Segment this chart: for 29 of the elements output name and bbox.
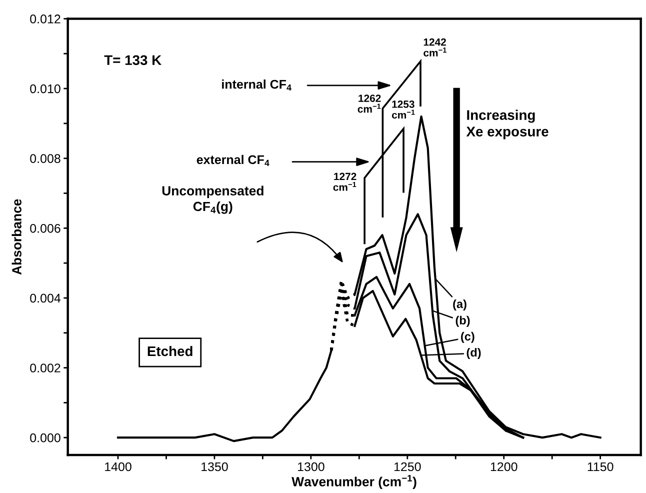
x-tick-label: 1400 [105,462,132,472]
x-tick-label: 1300 [298,462,324,472]
y-tick-label: 0.012 [30,14,60,24]
y-axis-title: Absorbance [12,199,22,275]
legend-label: (d) [466,348,481,359]
annotation: 1242 cm$^{−1}$ [424,38,446,57]
annotation: Etched [148,346,192,356]
annotation: Uncompensated CF$_{4}$(g) [162,186,264,214]
y-tick-label: 0.010 [30,84,60,94]
y-tick-label: 0.000 [30,433,60,442]
x-tick-label: 1250 [394,462,421,472]
legend-label: (c) [461,332,474,343]
x-tick-label: 1200 [490,462,518,472]
legend-label: (b) [456,316,470,327]
annotation: Increasing Xe exposure [466,110,548,140]
x-axis-title: Wavenumber (cm$^{−1}$) [292,475,416,489]
x-tick-label: 1150 [588,462,614,472]
annotation: T= 133 K [104,55,162,66]
y-tick-label: 0.004 [30,294,61,303]
y-tick-label: 0.002 [30,364,60,372]
annotation: internal CF$_{4}$ [222,80,292,91]
series-label: (a) [453,299,466,310]
x-tick-label: 1350 [202,462,228,472]
annotation: external CF$_{4}$ [196,154,270,166]
annotation: 1253 cm$^{−1}$ [392,100,415,119]
y-tick-label: 0.006 [30,224,60,233]
annotation: 1272 cm$^{−1}$ [333,172,356,191]
y-tick-label: 0.008 [30,154,60,164]
annotation: 1262 cm$^{−1}$ [358,94,381,113]
